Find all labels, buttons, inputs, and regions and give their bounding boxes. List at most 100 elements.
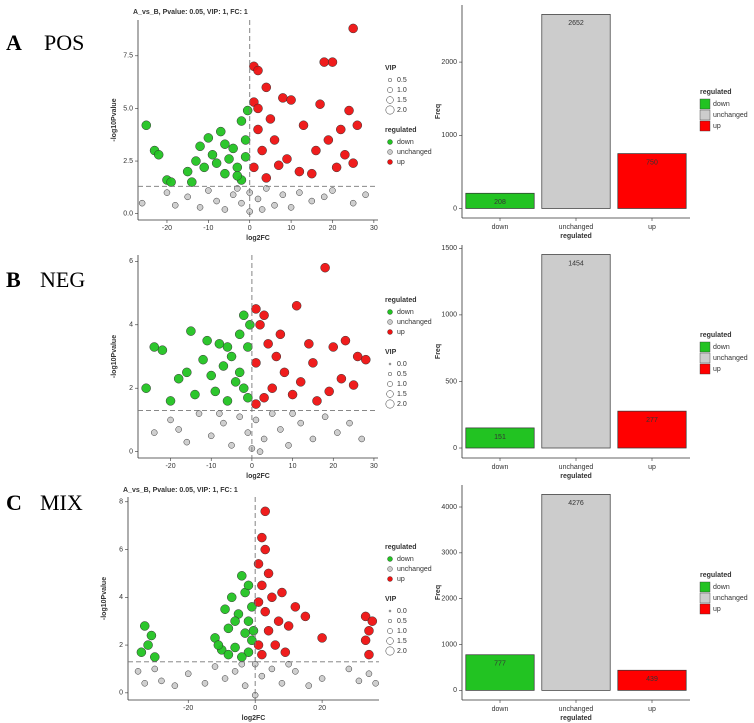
point [319, 57, 329, 67]
legend-label: down [397, 309, 414, 316]
point [360, 611, 371, 622]
point [268, 665, 276, 673]
point [138, 199, 146, 207]
value-label: 1454 [568, 260, 584, 267]
size-swatch [386, 390, 394, 398]
y-axis-title: Freq [435, 585, 442, 600]
legend-title: regulated [700, 332, 732, 339]
point [277, 587, 287, 598]
point [296, 189, 303, 196]
point [352, 120, 363, 131]
y-tick-label: 8 [119, 499, 123, 506]
point [158, 677, 165, 685]
point [184, 670, 192, 677]
y-tick-label: 6 [119, 546, 123, 553]
legend-swatch [387, 309, 393, 315]
y-tick-label: 0 [129, 449, 133, 456]
chart-title: A_vs_B, Pvalue: 0.05, VIP: 1, FC: 1 [133, 9, 248, 16]
point [221, 675, 229, 682]
x-tick-label: down [492, 706, 509, 713]
legend-swatch [699, 581, 711, 593]
point [360, 635, 371, 646]
point [260, 435, 268, 443]
legend-title: regulated [700, 89, 732, 96]
point [243, 392, 253, 403]
size-legend-title: VIP [385, 65, 397, 72]
point [231, 668, 239, 675]
point [153, 149, 164, 160]
legend-swatch [699, 352, 711, 364]
point [247, 635, 257, 646]
size-swatch [387, 381, 393, 387]
x-axis-title: regulated [560, 715, 592, 722]
point [271, 202, 278, 209]
size-label: 1.5 [397, 638, 407, 645]
point [309, 435, 317, 443]
x-tick-label: 20 [329, 225, 337, 232]
point [232, 171, 243, 181]
legend-swatch [387, 329, 393, 335]
point [187, 177, 197, 187]
x-tick-label: -20 [165, 463, 175, 470]
x-tick-label: unchanged [559, 464, 594, 471]
point [273, 160, 284, 171]
x-tick-label: up [648, 706, 656, 713]
x-tick-label: up [648, 224, 656, 231]
point [275, 329, 286, 340]
point [312, 396, 322, 406]
y-tick-label: 1000 [441, 641, 457, 648]
legend-label: up [713, 366, 721, 373]
y-tick-label: 1000 [441, 312, 457, 319]
point [216, 410, 223, 417]
x-axis-title: regulated [560, 473, 592, 480]
bar [541, 494, 611, 691]
legend-swatch [699, 341, 711, 353]
value-label: 439 [646, 676, 658, 683]
size-swatch [386, 96, 394, 104]
point [191, 156, 201, 166]
point [141, 120, 152, 131]
point [232, 162, 243, 173]
point [260, 606, 270, 617]
value-label: 777 [494, 661, 506, 668]
point [253, 103, 263, 114]
point [203, 133, 214, 143]
point [317, 633, 327, 643]
legend-swatch [699, 363, 711, 375]
y-tick-label: 7.5 [123, 53, 133, 60]
point [308, 358, 318, 368]
point [237, 571, 247, 581]
point [228, 143, 238, 154]
size-label: 0.0 [397, 608, 407, 615]
point [237, 652, 247, 662]
point [257, 145, 267, 156]
point [190, 389, 200, 400]
point [260, 506, 270, 517]
point [171, 202, 179, 209]
point [348, 23, 358, 34]
point [286, 95, 296, 105]
point [220, 168, 230, 179]
point [261, 82, 272, 93]
point [240, 152, 251, 162]
point [307, 168, 317, 179]
point [257, 649, 267, 660]
size-legend-title: VIP [385, 596, 397, 603]
size-label: 1.0 [397, 381, 407, 388]
bar [617, 410, 687, 449]
point [321, 413, 329, 421]
point [220, 419, 227, 427]
point [141, 383, 151, 393]
point [285, 660, 292, 668]
size-swatch [387, 371, 393, 377]
point [315, 99, 325, 109]
point [348, 158, 358, 168]
point [277, 426, 284, 433]
y-tick-label: 0 [119, 690, 123, 697]
point [141, 680, 148, 687]
y-tick-label: 6 [129, 258, 133, 265]
point [143, 640, 153, 650]
point [211, 663, 219, 670]
value-label: 4276 [568, 500, 584, 507]
point [300, 611, 311, 622]
